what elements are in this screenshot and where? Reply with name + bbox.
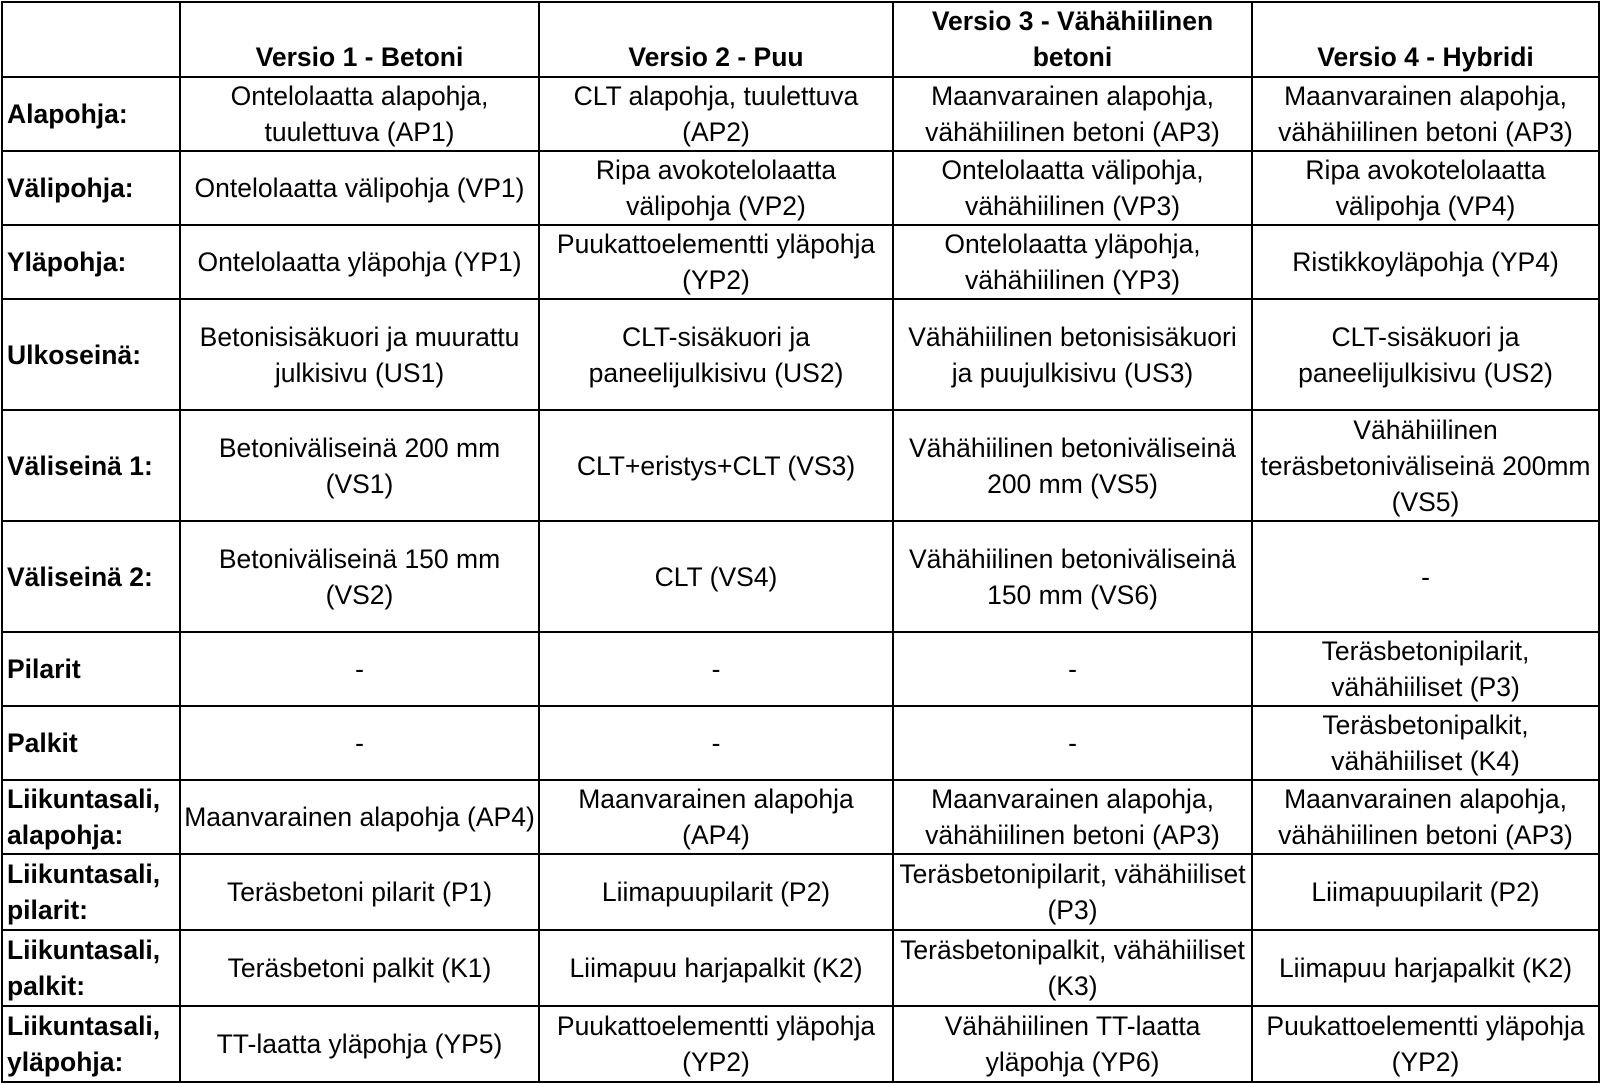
row-label: Alapohja: [1,76,181,152]
table-cell: Ristikkoyläpohja (YP4) [1251,224,1600,300]
table-cell: Maanvarainen alapohja, vähähiilinen beto… [892,779,1253,855]
table-cell: Maanvarainen alapohja (AP4) [538,779,894,855]
row-label: Yläpohja: [1,224,181,300]
table-cell: Teräsbetonipalkit, vähähiiliset (K3) [892,929,1253,1007]
table-cell: Ontelolaatta välipohja (VP1) [179,150,540,226]
table-cell: Liimapuu harjapalkit (K2) [1251,929,1600,1007]
table-cell: Maanvarainen alapohja, vähähiilinen beto… [892,76,1253,152]
table-row: Ulkoseinä: Betonisisäkuori ja muurattu ju… [1,298,1600,411]
table-row: Palkit - - - Teräsbetonipalkit, vähähiiliset… [1,705,1600,781]
table-cell: - [179,705,540,781]
table-cell: Ontelolaatta välipohja, vähähiilinen (VP… [892,150,1253,226]
table-cell: - [538,631,894,707]
table-cell: CLT alapohja, tuulettuva (AP2) [538,76,894,152]
table-cell: Vähähiilinen betoniväliseinä 200 mm (VS5… [892,409,1253,522]
table-cell: Puukattoelementti yläpohja (YP2) [538,1005,894,1083]
table-cell: Maanvarainen alapohja (AP4) [179,779,540,855]
row-label: Liikuntasali, alapohja: [1,779,181,855]
row-label: Liikuntasali, palkit: [1,929,181,1007]
table-cell: - [892,631,1253,707]
row-label: Välipohja: [1,150,181,226]
row-label: Ulkoseinä: [1,298,181,411]
table-cell: Teräsbetonipalkit, vähähiiliset (K4) [1251,705,1600,781]
table-row: Liikuntasali, alapohja: Maanvarainen alap… [1,779,1600,855]
table-cell: Teräsbetonipilarit, vähähiiliset (P3) [892,853,1253,931]
row-label: Väliseinä 1: [1,409,181,522]
column-header: Versio 4 - Hybridi [1251,1,1600,78]
table-cell: Ripa avokotelolaatta välipohja (VP2) [538,150,894,226]
column-header: Versio 1 - Betoni [179,1,540,78]
table-cell: Teräsbetoni palkit (K1) [179,929,540,1007]
table-cell: CLT-sisäkuori ja paneelijulkisivu (US2) [538,298,894,411]
table-cell: CLT (VS4) [538,520,894,633]
table-cell: Liimapuupilarit (P2) [1251,853,1600,931]
table-cell: Liimapuu harjapalkit (K2) [538,929,894,1007]
table-cell: Teräsbetonipilarit, vähähiiliset (P3) [1251,631,1600,707]
table-row: Väliseinä 2: Betoniväliseinä 150 mm (VS2)… [1,520,1600,633]
table-cell: Vähähiilinen teräsbetoniväliseinä 200mm … [1251,409,1600,522]
table-cell: Vähähiilinen betoniväliseinä 150 mm (VS6… [892,520,1253,633]
corner-cell [1,1,181,78]
table-row: Välipohja: Ontelolaatta välipohja (VP1) Ri… [1,150,1600,226]
row-label: Liikuntasali, pilarit: [1,853,181,931]
table-cell: CLT+eristys+CLT (VS3) [538,409,894,522]
table-cell: Betoniväliseinä 200 mm (VS1) [179,409,540,522]
table-cell: Ontelolaatta yläpohja (YP1) [179,224,540,300]
header-row: Versio 1 - Betoni Versio 2 - Puu Versio 3 … [1,1,1600,78]
column-header: Versio 2 - Puu [538,1,894,78]
row-label: Pilarit [1,631,181,707]
table-cell: Maanvarainen alapohja, vähähiilinen beto… [1251,76,1600,152]
table-cell: Maanvarainen alapohja, vähähiilinen beto… [1251,779,1600,855]
table-cell: Puukattoelementti yläpohja (YP2) [1251,1005,1600,1083]
table-row: Väliseinä 1: Betoniväliseinä 200 mm (VS1)… [1,409,1600,522]
table-cell: TT-laatta yläpohja (YP5) [179,1005,540,1083]
table-row: Liikuntasali, palkit: Teräsbetoni palkit … [1,929,1600,1007]
column-header: Versio 3 - Vähähiilinen betoni [892,1,1253,78]
table-cell: Teräsbetoni pilarit (P1) [179,853,540,931]
table-cell: Vähähiilinen betonisisäkuori ja puujulki… [892,298,1253,411]
table-cell: Betonisisäkuori ja muurattu julkisivu (U… [179,298,540,411]
row-label: Liikuntasali, yläpohja: [1,1005,181,1083]
table-cell: Ontelolaatta yläpohja, vähähiilinen (YP3… [892,224,1253,300]
table-cell: Liimapuupilarit (P2) [538,853,894,931]
table-cell: Betoniväliseinä 150 mm (VS2) [179,520,540,633]
table-cell: - [538,705,894,781]
table-cell: Ripa avokotelolaatta välipohja (VP4) [1251,150,1600,226]
table-row: Liikuntasali, yläpohja: TT-laatta yläpohj… [1,1005,1600,1083]
table-cell: - [179,631,540,707]
row-label: Palkit [1,705,181,781]
table-row: Alapohja: Ontelolaatta alapohja, tuulettu… [1,76,1600,152]
table-cell: Ontelolaatta alapohja, tuulettuva (AP1) [179,76,540,152]
table-cell: CLT-sisäkuori ja paneelijulkisivu (US2) [1251,298,1600,411]
row-label: Väliseinä 2: [1,520,181,633]
table-cell: - [1251,520,1600,633]
table-cell: Vähähiilinen TT-laatta yläpohja (YP6) [892,1005,1253,1083]
table-row: Liikuntasali, pilarit: Teräsbetoni pilari… [1,853,1600,931]
table-row: Yläpohja: Ontelolaatta yläpohja (YP1) Puuk… [1,224,1600,300]
table-row: Pilarit - - - Teräsbetonipilarit, vähähiilis… [1,631,1600,707]
table-cell: Puukattoelementti yläpohja (YP2) [538,224,894,300]
table-cell: - [892,705,1253,781]
